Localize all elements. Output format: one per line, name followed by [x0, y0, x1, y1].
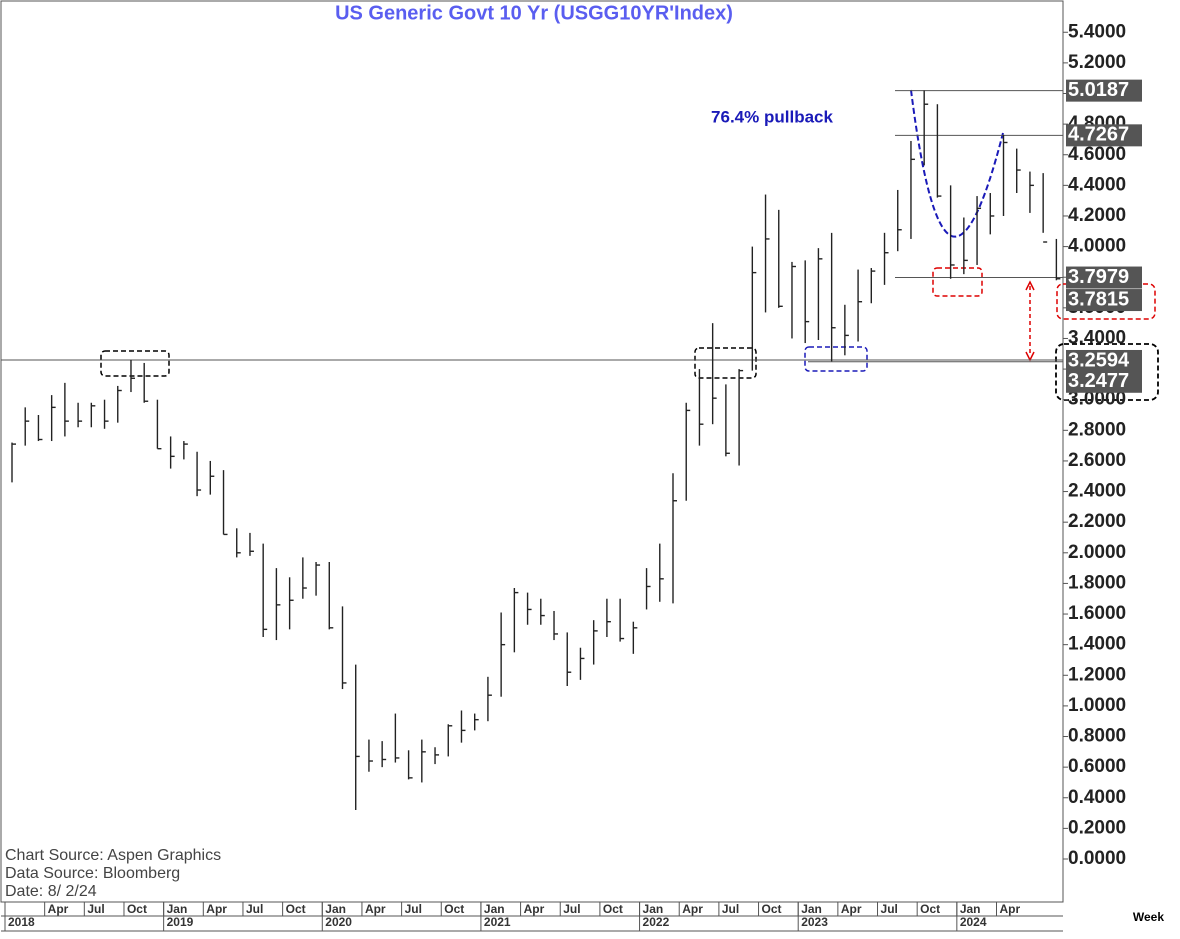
x-tick-label: Jan: [960, 902, 981, 916]
year-label: 2023: [801, 915, 828, 929]
x-tick-label: Apr: [841, 902, 862, 916]
y-tick-label: 0.4000: [1068, 787, 1126, 808]
x-tick-label: Apr: [206, 902, 227, 916]
level-label: 3.2594: [1068, 349, 1130, 371]
x-tick-label: Oct: [920, 902, 940, 916]
highlight-box: [1055, 343, 1159, 401]
x-tick-label: Jul: [405, 902, 422, 916]
y-tick-label: 2.8000: [1068, 419, 1126, 440]
y-tick-label: 0.8000: [1068, 726, 1126, 747]
x-tick-label: Oct: [286, 902, 306, 916]
y-tick-label: 4.6000: [1068, 144, 1126, 165]
level-label-bg: [1066, 124, 1142, 147]
x-tick-label: Jul: [563, 902, 580, 916]
y-tick-label: 3.0000: [1068, 389, 1126, 410]
level-label: 3.2477: [1068, 370, 1129, 392]
y-tick-label: 0.6000: [1068, 756, 1126, 777]
x-tick-label: Jan: [643, 902, 664, 916]
y-tick-label: 2.2000: [1068, 511, 1126, 532]
y-tick-label: 1.2000: [1068, 664, 1126, 685]
level-label-bg: [1066, 79, 1142, 102]
x-tick-label: Apr: [524, 902, 545, 916]
x-tick-label: Apr: [365, 902, 386, 916]
x-tick-label: Jan: [325, 902, 346, 916]
x-tick-label: Jan: [167, 902, 188, 916]
y-tick-label: 2.6000: [1068, 450, 1126, 471]
y-tick-label: 0.2000: [1068, 817, 1126, 838]
y-tick-label: 0.0000: [1068, 848, 1126, 869]
year-label: 2020: [325, 915, 352, 929]
x-tick-label: Oct: [603, 902, 623, 916]
level-label-bg: [1066, 266, 1142, 289]
y-tick-label: 3.4000: [1068, 327, 1126, 348]
y-tick-label: 4.0000: [1068, 236, 1126, 257]
x-tick-label: Apr: [1000, 902, 1021, 916]
chart-title: US Generic Govt 10 Yr (USGG10YR'Index): [335, 2, 733, 24]
note: Data Source: Bloomberg: [5, 865, 180, 882]
x-tick-label: Oct: [127, 902, 147, 916]
y-tick-label: 1.4000: [1068, 634, 1126, 655]
year-label: 2021: [484, 915, 511, 929]
y-tick-label: 5.4000: [1068, 21, 1126, 42]
y-tick-label: 1.6000: [1068, 603, 1126, 624]
x-tick-label: Apr: [682, 902, 703, 916]
period-label: Week: [1133, 910, 1164, 924]
x-tick-label: Apr: [48, 902, 69, 916]
y-tick-label: 1.0000: [1068, 695, 1126, 716]
x-tick-label: Jan: [484, 902, 505, 916]
level-label: 5.0187: [1068, 79, 1129, 101]
x-tick-label: Jan: [801, 902, 822, 916]
highlight-box: [804, 346, 868, 372]
y-tick-label: 2.0000: [1068, 542, 1126, 563]
year-label: 2022: [643, 915, 670, 929]
y-tick-label: 4.4000: [1068, 174, 1126, 195]
y-tick-label: 5.2000: [1068, 52, 1126, 73]
highlight-box: [932, 267, 983, 297]
y-tick-label: 4.2000: [1068, 205, 1126, 226]
level-label-bg: [1066, 349, 1142, 372]
y-tick-label: 2.4000: [1068, 481, 1126, 502]
x-tick-label: Oct: [762, 902, 782, 916]
level-label: 4.7267: [1068, 124, 1129, 146]
level-label: 3.7979: [1068, 266, 1129, 288]
plot-frame: [0, 0, 1064, 903]
highlight-box: [694, 347, 757, 379]
note: Date: 8/ 2/24: [5, 883, 97, 900]
year-label: 2024: [960, 915, 987, 929]
level-label-bg: [1066, 370, 1142, 393]
note: Chart Source: Aspen Graphics: [5, 847, 221, 864]
x-tick-label: Jul: [722, 902, 739, 916]
year-label: 2018: [8, 915, 35, 929]
x-tick-label: Jul: [246, 902, 263, 916]
year-label: 2019: [167, 915, 194, 929]
annotation: 76.4% pullback: [711, 107, 833, 126]
x-tick-label: Jul: [87, 902, 104, 916]
level-label-bg: [1066, 289, 1142, 312]
y-tick-label: 1.8000: [1068, 572, 1126, 593]
level-label: 3.7815: [1068, 288, 1129, 310]
x-tick-label: Jul: [881, 902, 898, 916]
x-tick-label: Oct: [444, 902, 464, 916]
highlight-box: [100, 350, 170, 377]
